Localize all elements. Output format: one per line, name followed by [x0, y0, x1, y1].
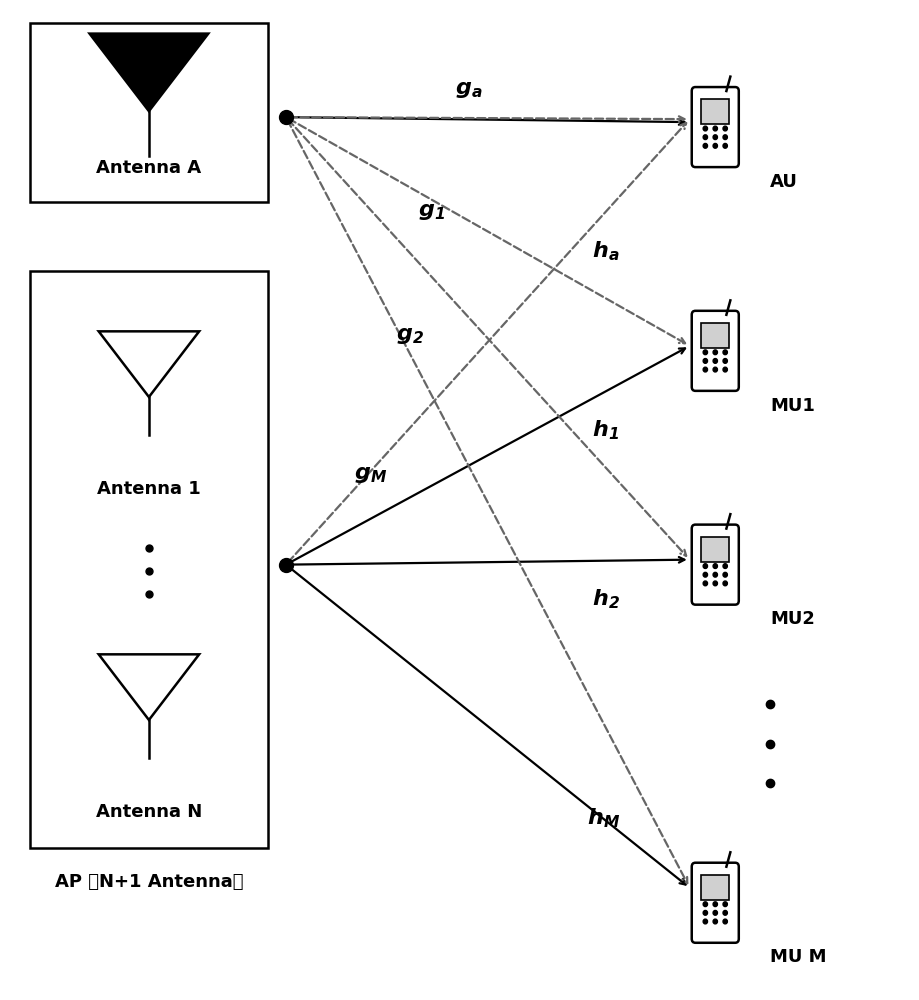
Circle shape	[703, 126, 708, 131]
Circle shape	[723, 126, 727, 131]
FancyBboxPatch shape	[692, 525, 739, 605]
Text: $\bfit{g}_{\bfit{a}}$: $\bfit{g}_{\bfit{a}}$	[455, 80, 482, 100]
Text: Antenna N: Antenna N	[96, 803, 202, 821]
Circle shape	[713, 143, 718, 148]
Polygon shape	[98, 331, 199, 397]
Text: $\bfit{h}_{\bfit{M}}$: $\bfit{h}_{\bfit{M}}$	[587, 806, 620, 830]
Circle shape	[703, 910, 708, 915]
Circle shape	[723, 910, 727, 915]
Text: $\bfit{g}_{\bfit{M}}$: $\bfit{g}_{\bfit{M}}$	[355, 465, 388, 485]
Text: AU: AU	[770, 173, 798, 191]
Circle shape	[703, 902, 708, 907]
Circle shape	[723, 572, 727, 577]
Text: $\bfit{h}_{\bfit{a}}$: $\bfit{h}_{\bfit{a}}$	[592, 240, 619, 263]
Text: AP （N+1 Antenna）: AP （N+1 Antenna）	[54, 873, 244, 891]
Circle shape	[723, 581, 727, 586]
Circle shape	[723, 143, 727, 148]
Circle shape	[723, 350, 727, 355]
Circle shape	[713, 910, 718, 915]
Circle shape	[703, 572, 708, 577]
Circle shape	[713, 359, 718, 363]
Text: Antenna 1: Antenna 1	[97, 480, 201, 498]
Circle shape	[713, 572, 718, 577]
Circle shape	[723, 359, 727, 363]
Circle shape	[713, 367, 718, 372]
Circle shape	[713, 135, 718, 140]
Circle shape	[703, 367, 708, 372]
Circle shape	[703, 919, 708, 924]
Bar	[701, 323, 729, 348]
Circle shape	[703, 135, 708, 140]
Circle shape	[723, 367, 727, 372]
Text: MU M: MU M	[770, 948, 826, 966]
FancyBboxPatch shape	[692, 863, 739, 943]
Text: $\bfit{h}_{\bfit{1}}$: $\bfit{h}_{\bfit{1}}$	[592, 419, 619, 442]
Bar	[701, 875, 729, 900]
Circle shape	[703, 350, 708, 355]
Circle shape	[703, 581, 708, 586]
Bar	[30, 23, 267, 202]
Circle shape	[703, 359, 708, 363]
Text: MU2: MU2	[770, 610, 815, 628]
Polygon shape	[98, 654, 199, 720]
Circle shape	[713, 564, 718, 568]
Circle shape	[723, 902, 727, 907]
Circle shape	[713, 126, 718, 131]
Bar	[701, 537, 729, 562]
Circle shape	[703, 143, 708, 148]
Text: Antenna A: Antenna A	[96, 159, 201, 177]
Text: MU1: MU1	[770, 397, 815, 415]
FancyBboxPatch shape	[692, 311, 739, 391]
Circle shape	[713, 902, 718, 907]
Text: $\bfit{h}_{\bfit{2}}$: $\bfit{h}_{\bfit{2}}$	[592, 588, 620, 611]
Circle shape	[713, 581, 718, 586]
Circle shape	[713, 919, 718, 924]
Bar	[30, 271, 267, 848]
Text: $\bfit{g}_{\bfit{2}}$: $\bfit{g}_{\bfit{2}}$	[395, 326, 424, 346]
Text: $\bfit{g}_{\bfit{1}}$: $\bfit{g}_{\bfit{1}}$	[418, 202, 446, 222]
Polygon shape	[89, 34, 209, 111]
Circle shape	[723, 135, 727, 140]
FancyBboxPatch shape	[692, 87, 739, 167]
Bar	[701, 99, 729, 124]
Circle shape	[713, 350, 718, 355]
Circle shape	[723, 919, 727, 924]
Circle shape	[723, 564, 727, 568]
Circle shape	[703, 564, 708, 568]
